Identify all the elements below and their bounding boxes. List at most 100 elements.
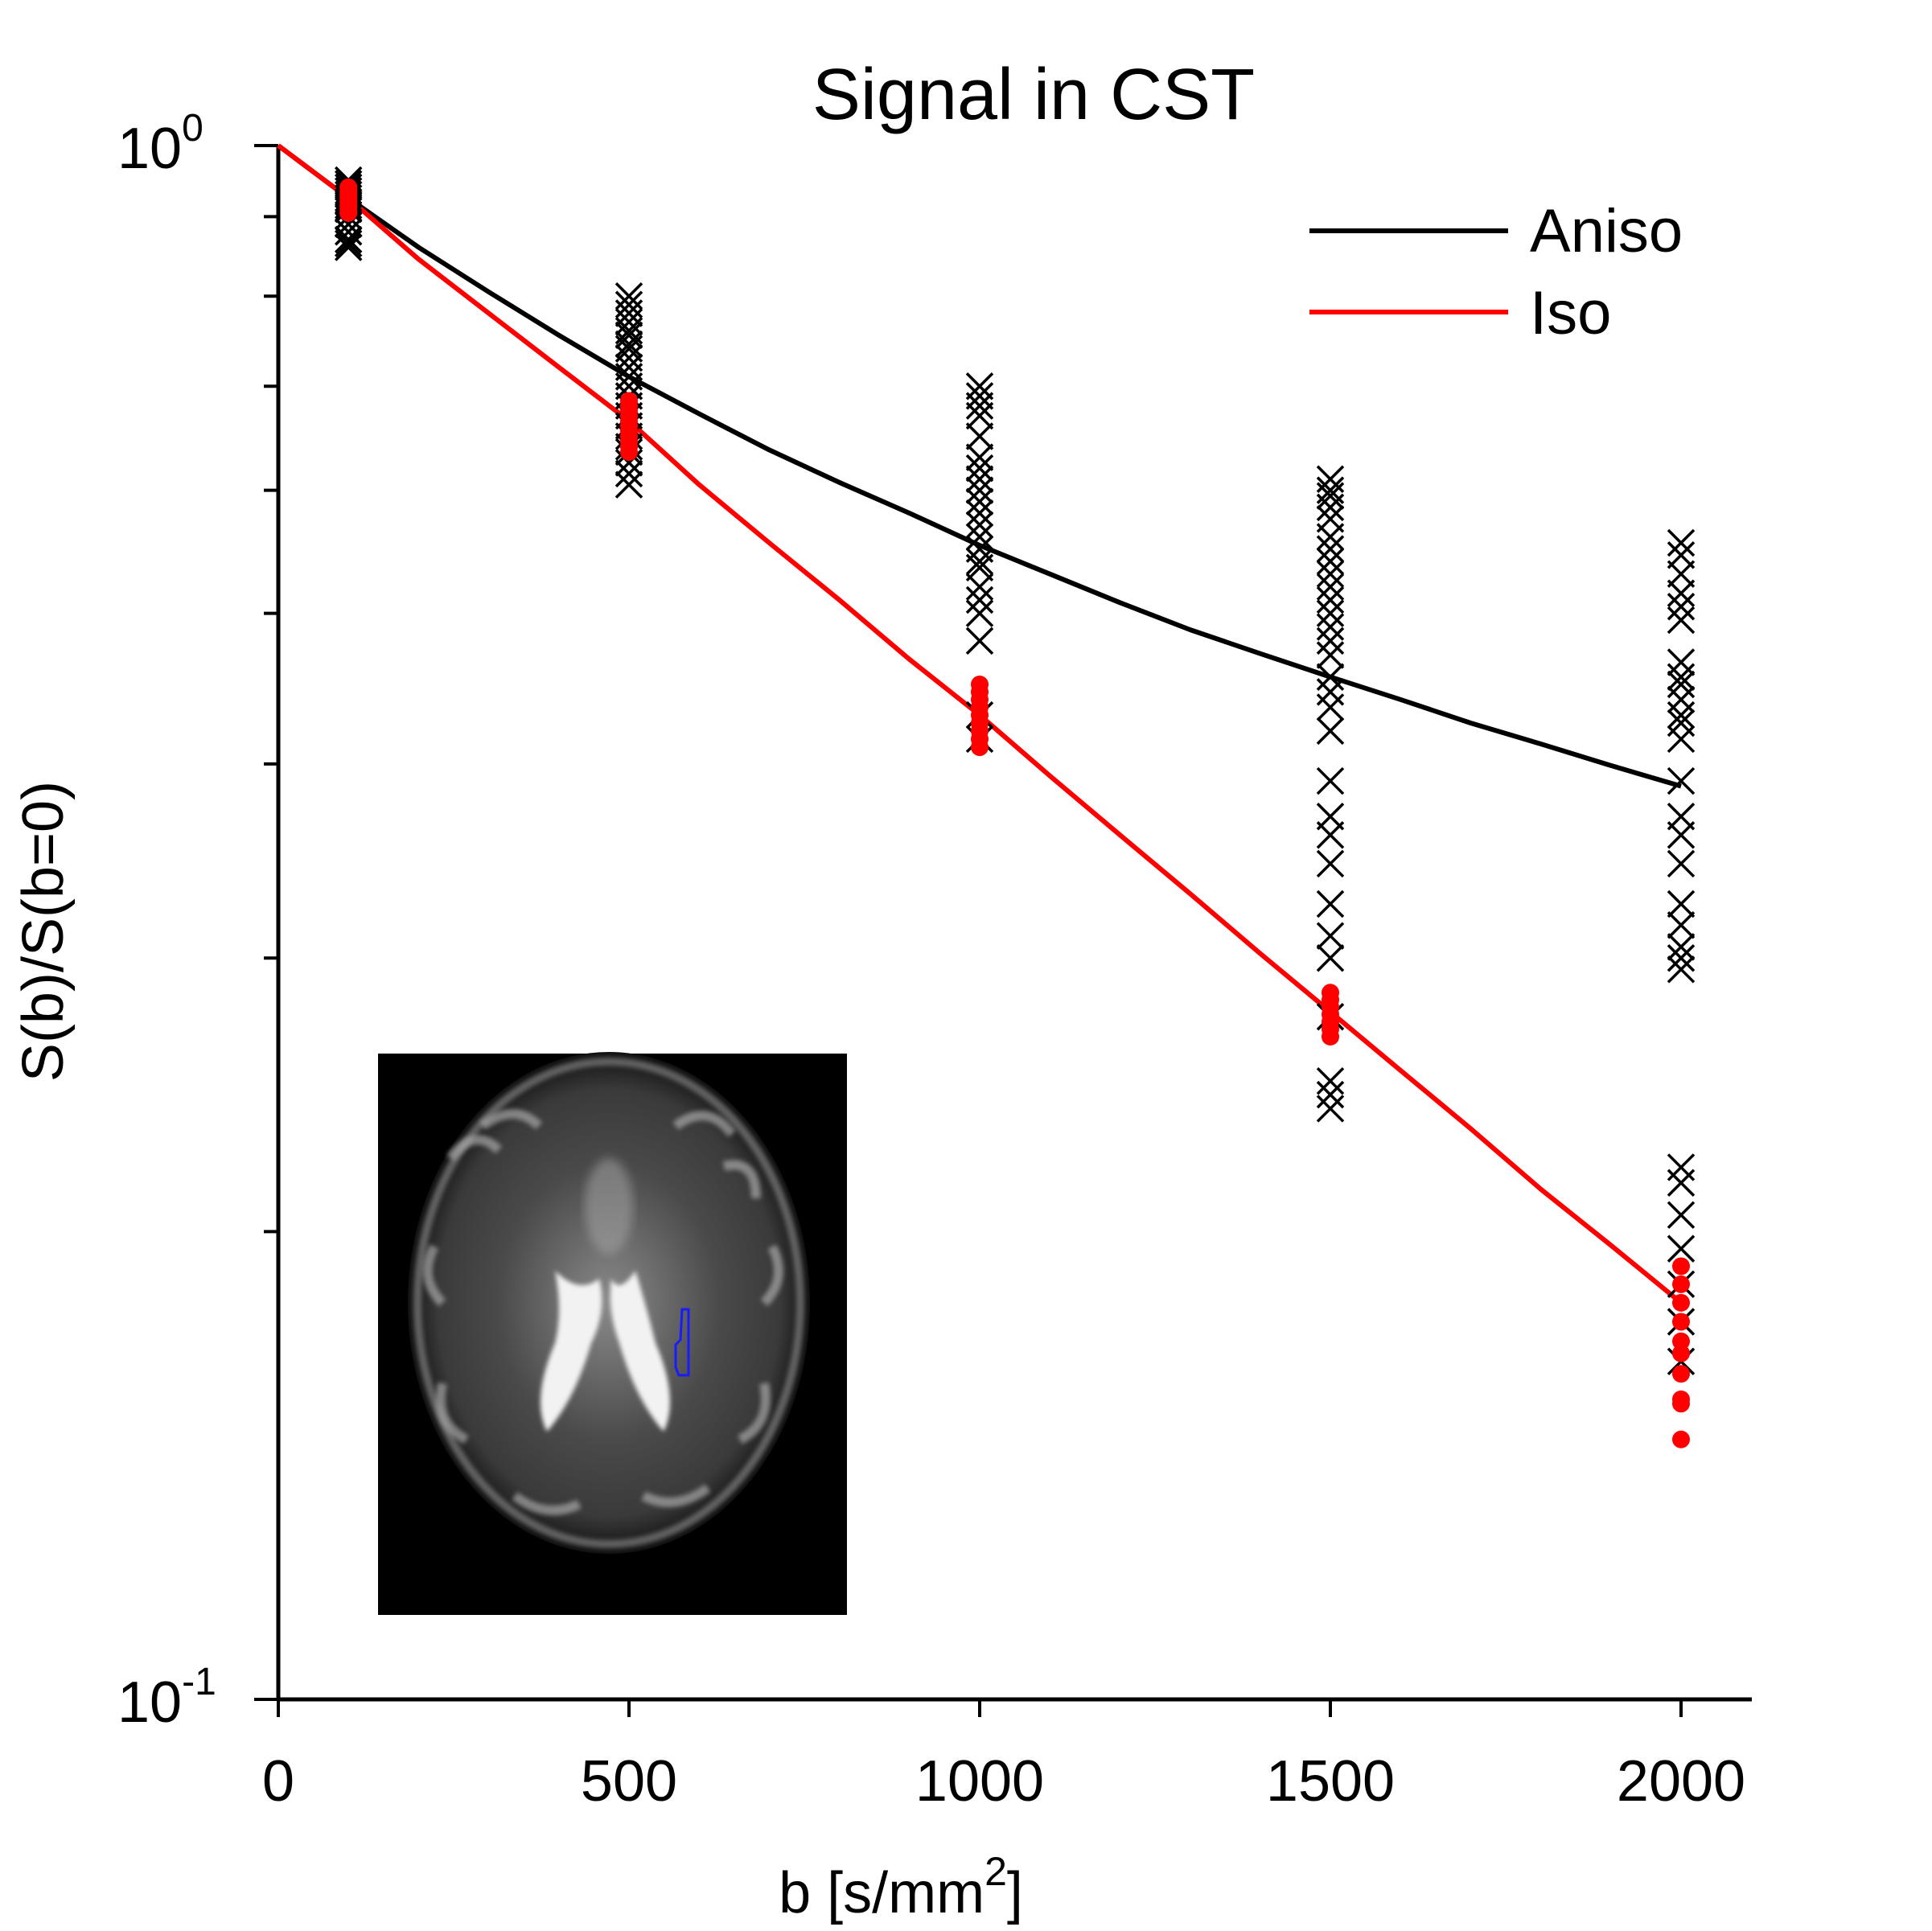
marker-iso-1500-6 [1322,1027,1339,1046]
marker-aniso-1000-19 [965,627,994,655]
marker-iso-2000-3 [1672,1313,1690,1331]
markers-aniso [334,166,1696,1376]
marker-iso-2000-2 [1672,1293,1690,1312]
marker-aniso-500-5 [615,321,643,350]
marker-aniso-2000-18 [1667,911,1696,939]
marker-aniso-1000-8 [965,476,994,504]
series-markers [334,166,1696,1448]
marker-aniso-1500-13 [1316,627,1345,655]
marker-aniso-2000-25 [1667,1235,1696,1263]
marker-aniso-1000-14 [965,547,994,576]
marker-aniso-1500-5 [1316,523,1345,551]
marker-aniso-2000-6 [1667,648,1696,676]
axes-layer: 0 500 1000 1500 2000 100 10-1 [117,107,1752,1814]
marker-aniso-100-12 [334,225,363,254]
marker-aniso-2000-5 [1667,606,1696,635]
marker-aniso-2000-20 [1667,943,1696,972]
marker-aniso-500-3 [615,308,643,336]
marker-aniso-500-10 [615,363,643,391]
x-tick-label-2: 1000 [915,1749,1044,1814]
marker-aniso-1500-3 [1316,493,1345,522]
y-tick-base-1: 10 [117,1670,182,1735]
markers-iso [339,178,1690,1448]
marker-iso-2000-9 [1672,1430,1690,1448]
marker-aniso-2000-13 [1667,766,1696,795]
marker-aniso-1500-25 [1316,943,1345,972]
x-axis-label: b [s/mm2] [779,1849,1023,1925]
marker-aniso-2000-8 [1667,670,1696,699]
marker-aniso-2000-19 [1667,933,1696,961]
brain-gyri [423,1109,783,1515]
marker-aniso-1000-0 [965,372,994,401]
marker-aniso-1000-15 [965,553,994,582]
marker-aniso-1000-4 [965,422,994,450]
legend-label-iso: Iso [1530,279,1611,347]
marker-aniso-2000-17 [1667,889,1696,918]
roi-contour [674,1308,690,1377]
marker-aniso-1000-9 [965,487,994,516]
marker-aniso-2000-2 [1667,560,1696,588]
marker-aniso-1000-16 [965,573,994,601]
y-tick-exp-1: -1 [182,1661,216,1703]
marker-aniso-1000-3 [965,401,994,430]
marker-aniso-1500-6 [1316,535,1345,563]
marker-aniso-1500-11 [1316,599,1345,627]
chart-title: Signal in CST [812,55,1255,135]
marker-aniso-1000-7 [965,465,994,493]
marker-aniso-2000-3 [1667,579,1696,608]
marker-aniso-500-11 [615,372,643,401]
marker-aniso-2000-0 [1667,528,1696,557]
x-axis-label-tail: ] [1007,1861,1023,1925]
marker-aniso-1500-19 [1316,766,1345,795]
marker-iso-2000-0 [1672,1257,1690,1276]
marker-aniso-1500-15 [1316,663,1345,691]
brain-ventricles [541,1271,670,1432]
marker-aniso-2000-10 [1667,701,1696,729]
x-tick-label-4: 2000 [1617,1749,1745,1814]
marker-aniso-1500-29 [1316,1095,1345,1123]
marker-aniso-1500-22 [1316,849,1345,878]
x-tick-label-0: 0 [262,1749,294,1814]
marker-aniso-1500-28 [1316,1080,1345,1109]
brain-mri-inset [378,1052,847,1615]
y-tick-label-0: 100 [117,107,203,181]
marker-aniso-500-21 [615,470,643,499]
marker-aniso-2000-4 [1667,593,1696,621]
marker-aniso-2000-22 [1667,1153,1696,1181]
marker-aniso-2000-15 [1667,820,1696,849]
marker-aniso-1000-18 [965,599,994,627]
marker-aniso-1500-8 [1316,560,1345,588]
legend: Aniso Iso [1309,197,1683,347]
legend-label-aniso: Aniso [1530,197,1683,265]
marker-aniso-1000-12 [965,523,994,551]
marker-aniso-2000-21 [1667,955,1696,984]
marker-aniso-500-6 [615,330,643,359]
marker-aniso-2000-12 [1667,725,1696,754]
marker-aniso-1500-18 [1316,717,1345,746]
marker-aniso-1500-27 [1316,1066,1345,1095]
marker-aniso-500-20 [615,459,643,488]
marker-aniso-1500-12 [1316,613,1345,641]
marker-aniso-1500-23 [1316,889,1345,918]
marker-aniso-1500-14 [1316,641,1345,669]
marker-aniso-1000-10 [965,499,994,528]
x-tick-label-1: 500 [581,1749,677,1814]
marker-aniso-2000-16 [1667,849,1696,878]
marker-aniso-1500-9 [1316,573,1345,601]
marker-aniso-2000-7 [1667,663,1696,691]
marker-aniso-1500-24 [1316,922,1345,950]
marker-iso-2000-6 [1672,1365,1690,1383]
series-line-aniso [277,143,1682,789]
marker-iso-2000-8 [1672,1395,1690,1413]
marker-aniso-1000-2 [965,392,994,420]
y-tick-exp-0: 0 [182,107,203,150]
marker-aniso-2000-24 [1667,1201,1696,1229]
marker-aniso-1000-1 [965,382,994,410]
x-axis-label-base: b [s/mm [779,1861,984,1925]
x-tick-label-3: 1500 [1266,1749,1395,1814]
marker-aniso-1000-6 [965,454,994,483]
marker-aniso-1500-2 [1316,482,1345,510]
marker-iso-500-10 [620,443,638,462]
marker-iso-1000-8 [971,738,989,757]
